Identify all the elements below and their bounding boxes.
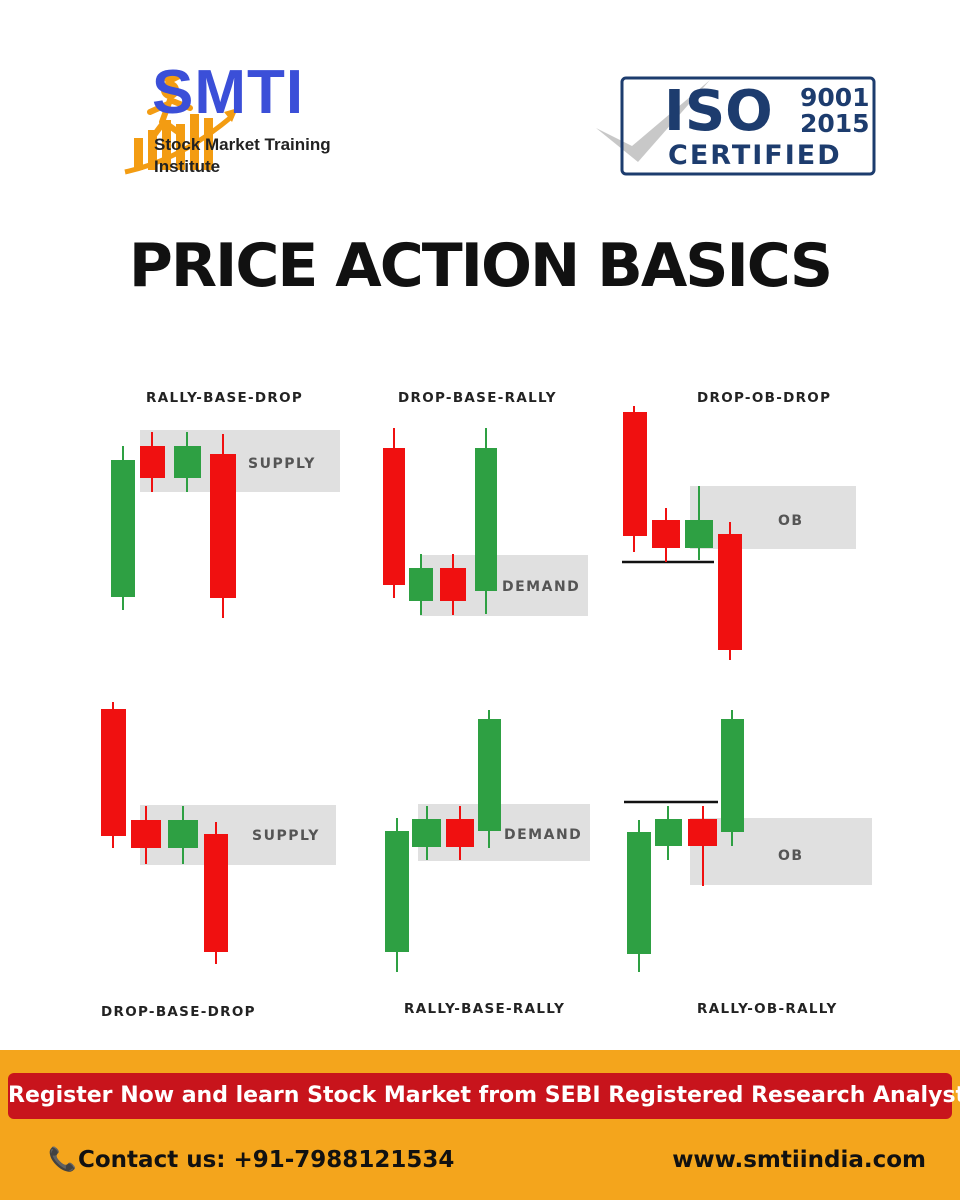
candle-bullish bbox=[385, 818, 409, 972]
contact-info: 📞Contact us: +91-7988121534 bbox=[48, 1143, 454, 1177]
candle-bullish bbox=[168, 806, 198, 864]
candle-bearish bbox=[446, 806, 474, 860]
candle-bearish bbox=[210, 434, 236, 618]
candle-bullish bbox=[685, 486, 713, 560]
candle-bullish bbox=[655, 806, 682, 860]
pattern-diagrams: RALLY-BASE-DROP SUPPLY DROP-BASE-RALLY D… bbox=[101, 390, 872, 1020]
page-title: PRICE ACTION BASICS bbox=[128, 231, 833, 301]
candle-bullish bbox=[721, 710, 744, 846]
pattern-drop-base-drop: DROP-BASE-DROP SUPPLY bbox=[101, 702, 336, 1020]
phone-icon: 📞 bbox=[48, 1147, 77, 1173]
pattern-drop-base-rally: DROP-BASE-RALLY DEMAND bbox=[383, 390, 588, 616]
candle-bearish bbox=[623, 406, 647, 552]
candle-bearish bbox=[440, 554, 466, 615]
iso-certified-badge: ISO 9001 2015 CERTIFIED bbox=[596, 76, 876, 176]
zone-label: DEMAND bbox=[502, 579, 580, 595]
iso-number-1: 9001 bbox=[800, 83, 870, 112]
register-banner bbox=[8, 1073, 952, 1119]
candle-bullish bbox=[478, 710, 501, 848]
candle-bullish bbox=[412, 806, 441, 860]
candle-bearish bbox=[652, 508, 680, 562]
candle-bullish bbox=[627, 820, 651, 972]
zone-label: OB bbox=[778, 513, 804, 529]
zone-label: DEMAND bbox=[504, 827, 582, 843]
candle-bearish bbox=[140, 432, 165, 492]
pattern-label: DROP-BASE-RALLY bbox=[398, 390, 557, 406]
pattern-label: RALLY-OB-RALLY bbox=[697, 1001, 838, 1017]
pattern-label: RALLY-BASE-DROP bbox=[146, 390, 303, 406]
candle-bearish bbox=[718, 522, 742, 660]
brand-name: SMTI bbox=[152, 58, 305, 127]
iso-certified-text: CERTIFIED bbox=[668, 140, 842, 171]
pattern-rally-base-rally: RALLY-BASE-RALLY DEMAND bbox=[385, 710, 590, 1017]
pattern-label: DROP-OB-DROP bbox=[697, 390, 831, 406]
candle-bearish bbox=[688, 806, 717, 886]
order-block-zone bbox=[690, 486, 856, 549]
graduate-climbing-bar-chart-icon bbox=[124, 72, 238, 175]
pattern-label: DROP-BASE-DROP bbox=[101, 1004, 256, 1020]
iso-word: ISO bbox=[664, 79, 773, 144]
pattern-rally-base-drop: RALLY-BASE-DROP SUPPLY bbox=[111, 390, 340, 618]
candle-bearish bbox=[204, 822, 228, 964]
brand-subtitle-line1: Stock Market Training bbox=[154, 135, 331, 154]
pattern-label: RALLY-BASE-RALLY bbox=[404, 1001, 565, 1017]
iso-number-2: 2015 bbox=[800, 109, 870, 138]
brand-subtitle-line2: Institute bbox=[154, 157, 221, 176]
candle-bearish bbox=[101, 702, 126, 848]
supply-zone bbox=[140, 430, 340, 492]
candle-bearish bbox=[131, 806, 161, 864]
candle-bullish bbox=[409, 554, 433, 615]
zone-label: SUPPLY bbox=[248, 456, 316, 472]
candle-bullish bbox=[475, 428, 497, 614]
candle-bullish bbox=[174, 432, 201, 492]
candle-bearish bbox=[383, 428, 405, 598]
zone-label: OB bbox=[778, 848, 804, 864]
pattern-drop-ob-drop: DROP-OB-DROP OB bbox=[622, 390, 856, 660]
contact-text[interactable]: Contact us: +91-7988121534 bbox=[78, 1147, 455, 1173]
zone-label: SUPPLY bbox=[252, 828, 320, 844]
pattern-rally-ob-rally: RALLY-OB-RALLY OB bbox=[624, 710, 872, 1017]
order-block-zone bbox=[690, 818, 872, 885]
candle-bullish bbox=[111, 446, 135, 610]
website-link[interactable]: www.smtiindia.com bbox=[672, 1147, 926, 1173]
register-banner-text: Register Now and learn Stock Market from… bbox=[8, 1083, 960, 1108]
